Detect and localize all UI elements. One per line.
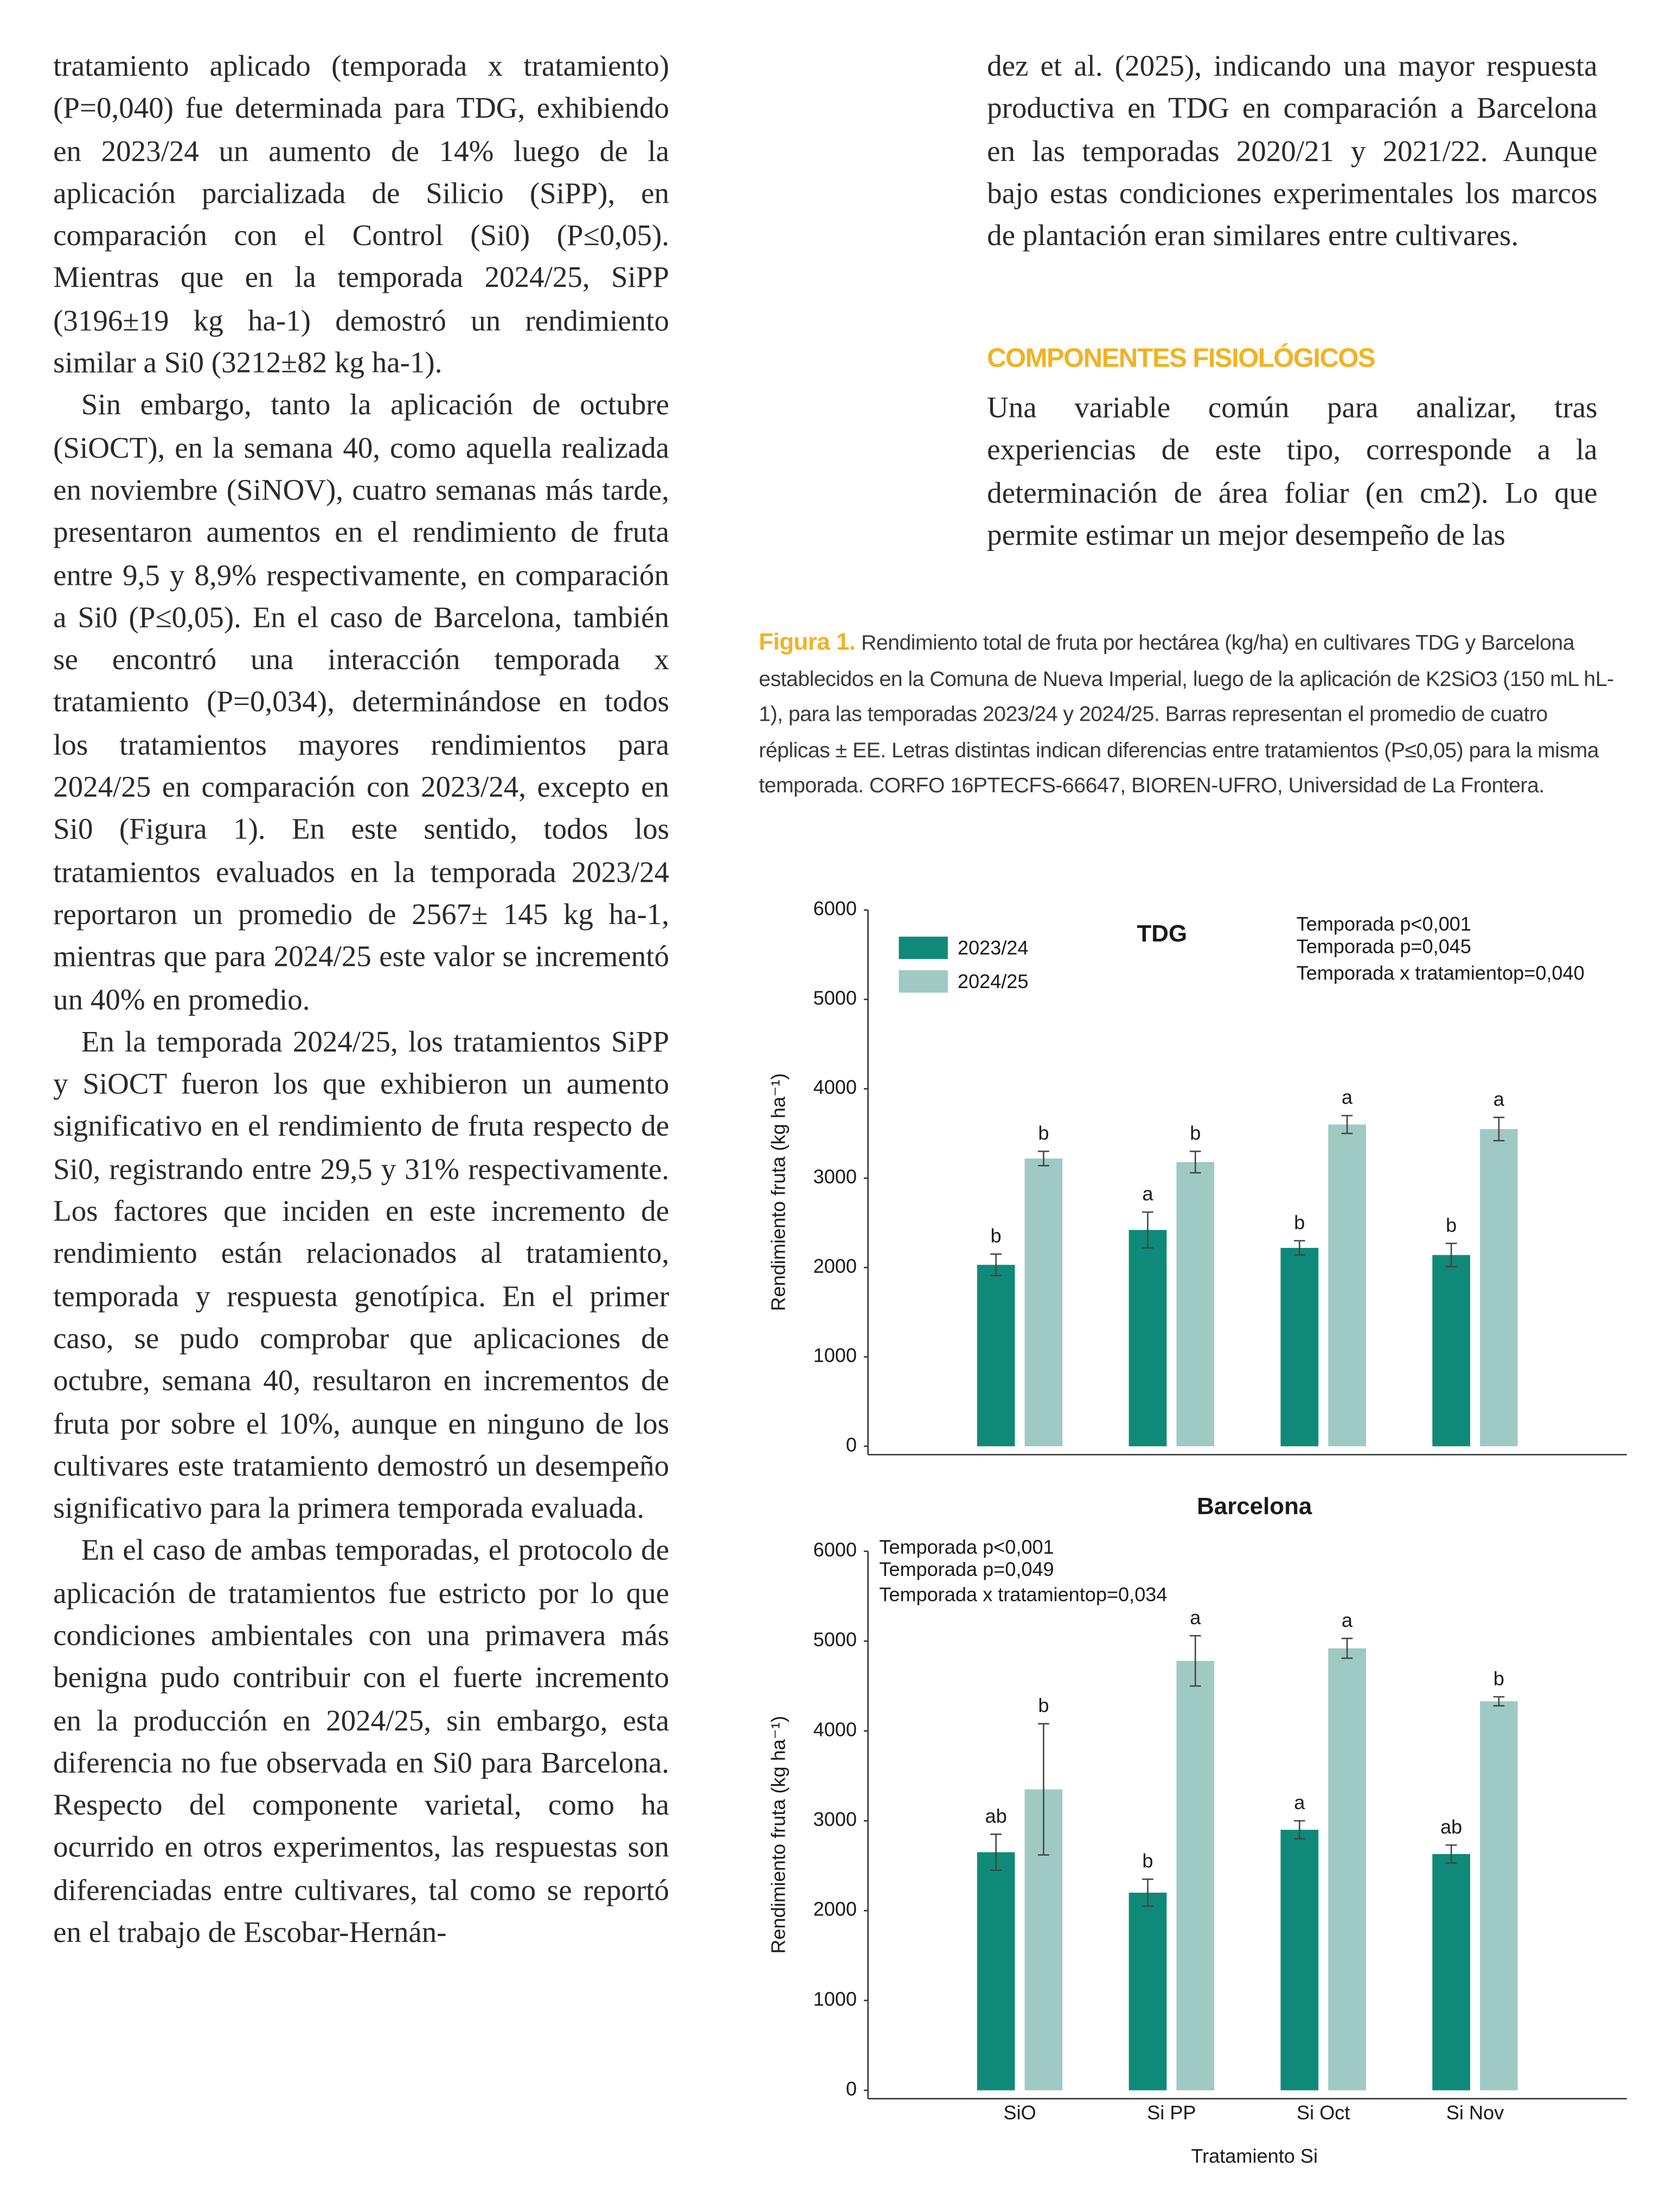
significance-letter: b bbox=[1038, 1694, 1049, 1716]
significance-letter: b bbox=[1190, 1122, 1201, 1144]
y-tick-label: 6000 bbox=[813, 1539, 857, 1561]
legend-swatch bbox=[899, 970, 948, 993]
significance-letter: a bbox=[1190, 1606, 1201, 1629]
bar bbox=[1432, 1255, 1471, 1446]
bar bbox=[1280, 1830, 1319, 2091]
significance-letter: ab bbox=[1440, 1816, 1462, 1838]
error-bar bbox=[1294, 1240, 1305, 1256]
significance-letter: a bbox=[1142, 1183, 1153, 1205]
bar bbox=[1176, 1162, 1215, 1446]
error-bar bbox=[990, 1253, 1002, 1277]
significance-letter: ab bbox=[985, 1805, 1007, 1827]
y-tick-label: 3000 bbox=[813, 1165, 857, 1188]
paragraph: Una variable común para analizar, tras e… bbox=[987, 390, 1598, 552]
paragraph: Sin embargo, tanto la aplicación de octu… bbox=[53, 388, 670, 1016]
y-tick-label: 5000 bbox=[813, 986, 857, 1009]
bar bbox=[1480, 1701, 1518, 2091]
paragraph: En el caso de ambas temporadas, el proto… bbox=[53, 1533, 670, 1949]
section-heading: COMPONENTES FISIOLÓGICOS bbox=[987, 344, 1376, 374]
significance-letter: a bbox=[1342, 1086, 1353, 1108]
x-tick-label: Si PP bbox=[1147, 2101, 1196, 2124]
legend-label: 2023/24 bbox=[958, 937, 1029, 959]
error-bar bbox=[990, 1834, 1002, 1871]
significance-letter: b bbox=[1038, 1122, 1049, 1144]
x-tick-label: SiO bbox=[1003, 2101, 1036, 2124]
right-column: dez et al. (2025), indicando una mayor r… bbox=[987, 45, 1598, 257]
error-bar bbox=[1038, 1150, 1049, 1166]
chart-title: Barcelona bbox=[1197, 1493, 1312, 1520]
y-tick-label: 3000 bbox=[813, 1808, 857, 1830]
y-tick-label: 0 bbox=[846, 1433, 857, 1456]
left-column: tratamiento aplicado (temporada x tratam… bbox=[53, 45, 669, 1954]
figure-label: Figura 1. bbox=[759, 629, 856, 656]
y-tick-label: 1000 bbox=[813, 1988, 857, 2010]
significance-letter: b bbox=[1493, 1667, 1504, 1689]
chart-title: TDG bbox=[1137, 920, 1187, 947]
error-bar bbox=[1445, 1844, 1457, 1864]
error-bar bbox=[1189, 1635, 1201, 1687]
error-bar bbox=[1493, 1696, 1505, 1707]
right-column-section: Una variable común para analizar, tras e… bbox=[987, 387, 1598, 556]
paragraph: tratamiento aplicado (temporada x tratam… bbox=[53, 49, 670, 380]
legend-swatch bbox=[899, 937, 948, 959]
error-bar bbox=[1341, 1637, 1353, 1659]
annotation: Temporada p=0,045 bbox=[1297, 935, 1471, 957]
annotation: Temporada x tratamientop=0,034 bbox=[879, 1584, 1167, 1606]
bar bbox=[1328, 1124, 1366, 1446]
annotation: Temporada p<0,001 bbox=[879, 1536, 1054, 1558]
y-tick-label: 5000 bbox=[813, 1629, 857, 1651]
significance-letter: b bbox=[1446, 1214, 1457, 1236]
significance-letter: a bbox=[1493, 1088, 1505, 1110]
bar bbox=[1176, 1661, 1215, 2091]
error-bar bbox=[1189, 1150, 1201, 1174]
y-tick-label: 6000 bbox=[813, 898, 857, 920]
x-tick-label: Si Oct bbox=[1297, 2101, 1350, 2124]
figure-caption: Figura 1. Rendimiento total de fruta por… bbox=[759, 624, 1615, 805]
paragraph: En la temporada 2024/25, los tratamiento… bbox=[53, 1024, 670, 1525]
significance-letter: a bbox=[1294, 1791, 1305, 1813]
y-tick-label: 4000 bbox=[813, 1076, 857, 1098]
significance-letter: a bbox=[1342, 1609, 1353, 1631]
y-tick-label: 2000 bbox=[813, 1255, 857, 1277]
error-bar bbox=[1341, 1114, 1353, 1135]
bar bbox=[1432, 1854, 1471, 2091]
y-tick-label: 2000 bbox=[813, 1898, 857, 1920]
caption-text: Rendimiento total de fruta por hectárea … bbox=[759, 631, 1614, 799]
significance-letter: b bbox=[1142, 1850, 1153, 1872]
error-bar bbox=[1038, 1723, 1049, 1856]
bar bbox=[977, 1265, 1015, 1446]
error-bar bbox=[1493, 1117, 1505, 1142]
error-bar bbox=[1294, 1820, 1305, 1840]
y-tick-label: 0 bbox=[846, 2078, 857, 2100]
error-bar bbox=[1445, 1242, 1457, 1267]
y-tick-label: 4000 bbox=[813, 1718, 857, 1740]
bar bbox=[1128, 1230, 1167, 1446]
bar bbox=[1480, 1129, 1518, 1446]
significance-letter: b bbox=[1294, 1211, 1305, 1233]
paragraph: dez et al. (2025), indicando una mayor r… bbox=[987, 49, 1598, 253]
y-axis-label: Rendimiento fruta (kg ha⁻¹) bbox=[767, 1073, 790, 1311]
bar bbox=[1280, 1248, 1319, 1446]
annotation: Temporada x tratamientop=0,040 bbox=[1297, 962, 1585, 984]
significance-letter: b bbox=[991, 1225, 1002, 1247]
legend-label: 2024/25 bbox=[958, 970, 1029, 992]
bar bbox=[1128, 1893, 1167, 2091]
bar bbox=[1328, 1648, 1366, 2091]
error-bar bbox=[1142, 1878, 1153, 1907]
y-tick-label: 1000 bbox=[813, 1344, 857, 1367]
annotation: Temporada p<0,001 bbox=[1297, 913, 1471, 935]
x-tick-label: Si Nov bbox=[1446, 2101, 1504, 2124]
error-bar bbox=[1142, 1211, 1153, 1249]
bar bbox=[1024, 1158, 1063, 1446]
bar bbox=[977, 1852, 1015, 2091]
y-axis-label: Rendimiento fruta (kg ha⁻¹) bbox=[767, 1716, 790, 1954]
x-axis-label: Tratamiento Si bbox=[1191, 2145, 1318, 2167]
annotation: Temporada p=0,049 bbox=[879, 1558, 1054, 1580]
